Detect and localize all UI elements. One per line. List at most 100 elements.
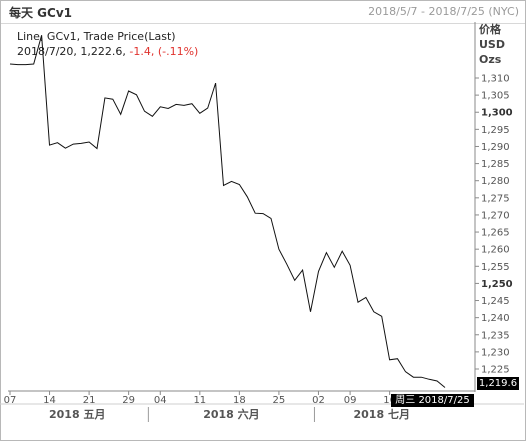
price-point xyxy=(396,358,398,360)
price-header-label: 价格 xyxy=(479,23,501,36)
price-point xyxy=(404,371,406,373)
date-range: 2018/5/7 - 2018/7/25 (NYC) xyxy=(368,5,519,18)
price-point xyxy=(191,102,193,104)
price-points xyxy=(9,34,446,389)
price-tick-label: 1,240 xyxy=(481,313,510,324)
month-label: 2018 七月 xyxy=(354,407,410,421)
price-tick-label: 1,265 xyxy=(481,228,510,239)
price-point xyxy=(143,110,145,112)
price-point xyxy=(365,296,367,298)
price-tick-label: 1,285 xyxy=(481,159,510,170)
price-point xyxy=(428,378,430,380)
price-point xyxy=(96,147,98,149)
series-legend: Line, GCv1, Trade Price(Last) 2018/7/20,… xyxy=(17,29,198,59)
time-tick-label: 25 xyxy=(273,395,286,406)
price-header-unit: Ozs xyxy=(479,53,502,66)
price-tick-label: 1,295 xyxy=(481,125,510,136)
month-labels: 2018 五月 2018 六月 2018 七月 xyxy=(49,407,410,422)
price-point xyxy=(238,183,240,185)
chart-title: 每天 GCv1 xyxy=(9,6,73,20)
price-axis-header: 价格 USD Ozs xyxy=(477,22,523,67)
price-tick-label: 1,305 xyxy=(481,91,510,102)
price-point xyxy=(214,82,216,84)
price-point xyxy=(349,264,351,266)
price-tick-label: 1,290 xyxy=(481,142,510,153)
title-bar: 每天 GCv1 2018/5/7 - 2018/7/25 (NYC) xyxy=(1,1,525,24)
price-point xyxy=(444,386,446,388)
price-point xyxy=(301,269,303,271)
price-point xyxy=(412,376,414,378)
price-point xyxy=(207,107,209,109)
price-point xyxy=(183,104,185,106)
price-tick-label: 1,250 xyxy=(481,279,513,290)
price-point xyxy=(294,279,296,281)
price-point xyxy=(309,311,311,313)
month-label: 2018 六月 xyxy=(203,407,259,421)
time-tick-label: 02 xyxy=(312,395,325,406)
time-tick-label: 21 xyxy=(83,395,96,406)
price-point xyxy=(270,217,272,219)
time-tick-label: 07 xyxy=(4,395,17,406)
price-tick-label: 1,225 xyxy=(481,365,510,376)
legend-values: 2018/7/20, 1,222.6, -1.4, (-.11%) xyxy=(17,44,198,59)
price-point xyxy=(175,103,177,105)
price-tick-label: 1,260 xyxy=(481,245,510,256)
price-point xyxy=(381,315,383,317)
price-tick-label: 1,275 xyxy=(481,193,510,204)
price-point xyxy=(388,359,390,361)
price-point xyxy=(151,115,153,117)
time-tick-label: 04 xyxy=(154,395,167,406)
price-tick-label: 1,255 xyxy=(481,262,510,273)
price-point xyxy=(112,98,114,100)
price-tick-label: 1,230 xyxy=(481,347,510,358)
price-point xyxy=(72,143,74,145)
price-point xyxy=(159,106,161,108)
time-tick-label: 11 xyxy=(193,395,206,406)
price-point xyxy=(64,147,66,149)
price-point xyxy=(317,270,319,272)
price-point xyxy=(333,266,335,268)
price-point xyxy=(120,113,122,115)
price-point xyxy=(278,248,280,250)
price-point xyxy=(56,142,58,144)
price-tick-label: 1,235 xyxy=(481,330,510,341)
price-point xyxy=(135,94,137,96)
price-point xyxy=(199,112,201,114)
price-point xyxy=(262,212,264,214)
price-tick-label: 1,270 xyxy=(481,210,510,221)
legend-change: -1.4, (-.11%) xyxy=(129,45,199,58)
time-ticks: 07 14 21 29 04 11 18 25 02 09 16 xyxy=(4,391,396,406)
price-point xyxy=(17,63,19,65)
price-point xyxy=(127,90,129,92)
legend-series-name: Line, GCv1, Trade Price(Last) xyxy=(17,30,176,43)
price-point xyxy=(420,376,422,378)
price-point xyxy=(357,301,359,303)
time-tick-label: 29 xyxy=(122,395,135,406)
price-tick-label: 1,300 xyxy=(481,108,513,119)
price-point xyxy=(254,212,256,214)
price-point xyxy=(222,184,224,186)
price-point xyxy=(246,196,248,198)
price-point xyxy=(88,141,90,143)
price-point xyxy=(230,180,232,182)
time-tick-label: 14 xyxy=(43,395,56,406)
time-tick-label: 09 xyxy=(344,395,357,406)
price-tick-label: 1,280 xyxy=(481,176,510,187)
price-point xyxy=(167,107,169,109)
legend-date-value: 2018/7/20, 1,222.6, xyxy=(17,45,126,58)
price-point xyxy=(33,63,35,65)
time-tick-label: 16 xyxy=(383,395,396,406)
price-ticks: 1,310 1,305 1,300 1,295 1,290 1,285 1,280 1,275… xyxy=(475,74,513,376)
crosshair-date-badge: 周三 2018/7/25 xyxy=(391,394,474,407)
price-header-currency: USD xyxy=(479,38,505,51)
price-tick-label: 1,245 xyxy=(481,296,510,307)
price-point xyxy=(436,380,438,382)
price-point xyxy=(286,263,288,265)
price-point xyxy=(25,63,27,65)
price-point xyxy=(48,144,50,146)
price-point xyxy=(80,142,82,144)
last-price-badge: 1,219.6 xyxy=(477,377,519,390)
price-series-line xyxy=(9,35,446,388)
